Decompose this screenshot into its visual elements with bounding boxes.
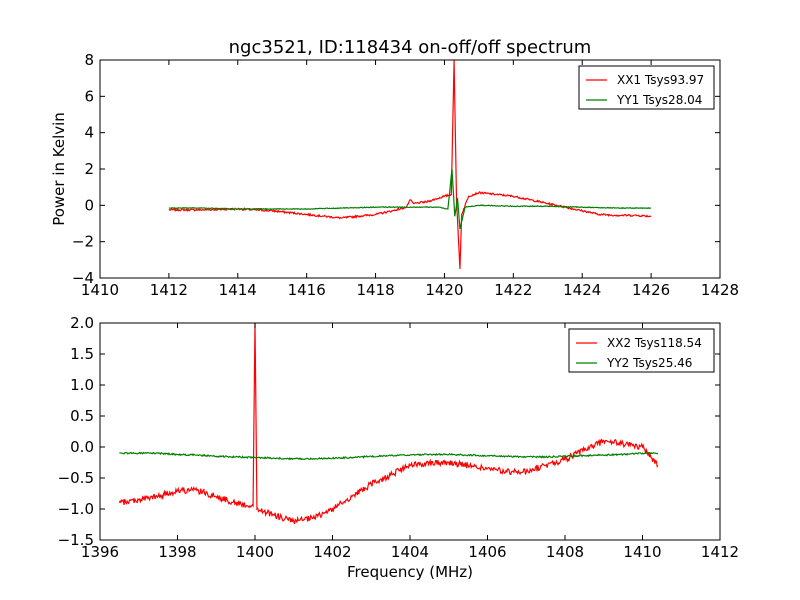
x-tick-label: 1398 — [158, 543, 196, 561]
y-tick-label: 0.0 — [70, 438, 94, 456]
y-tick-label: 1.5 — [70, 345, 94, 363]
series-line-xx2 — [118, 322, 659, 525]
y-tick-label: −2 — [72, 233, 94, 251]
x-tick-label: 1422 — [494, 281, 532, 299]
legend-entry-label: YY1 Tsys28.04 — [616, 93, 702, 107]
x-tick-label: 1412 — [701, 543, 739, 561]
legend: XX2 Tsys118.54 YY2 Tsys25.46 — [568, 328, 715, 373]
y-tick-label: 0 — [84, 196, 94, 214]
x-tick-label: 1418 — [356, 281, 394, 299]
x-tick-label: 1410 — [81, 281, 119, 299]
y-tick-label: 8 — [84, 51, 94, 69]
y-tick-label: −4 — [72, 269, 94, 287]
legend-box — [578, 65, 715, 110]
legend: XX1 Tsys93.97 YY1 Tsys28.04 — [578, 65, 715, 110]
y-tick-label: 2 — [84, 160, 94, 178]
y-tick-label: 6 — [84, 87, 94, 105]
legend-entry-label: XX1 Tsys93.97 — [617, 73, 704, 87]
legend-entry-label: XX2 Tsys118.54 — [607, 336, 702, 350]
x-tick-label: 1404 — [391, 543, 429, 561]
x-tick-label: 1424 — [563, 281, 601, 299]
x-tick-label: 1408 — [546, 543, 584, 561]
x-tick-label: 1416 — [288, 281, 326, 299]
bottom-x-axis-label: Frequency (MHz) — [347, 563, 473, 581]
series-line-yy1 — [168, 168, 652, 230]
top-y-axis-label: Power in Kelvin — [50, 112, 68, 226]
legend-entry-label: YY2 Tsys25.46 — [606, 356, 692, 370]
chart-title: ngc3521, ID:118434 on-off/off spectrum — [229, 37, 592, 58]
x-tick-label: 1410 — [623, 543, 661, 561]
series-line-yy2 — [119, 451, 659, 461]
x-tick-label: 1428 — [701, 281, 739, 299]
y-tick-label: −0.5 — [58, 469, 94, 487]
y-tick-label: −1.5 — [58, 531, 94, 549]
x-tick-label: 1406 — [468, 543, 506, 561]
x-tick-label: 1412 — [150, 281, 188, 299]
x-tick-label: 1400 — [236, 543, 274, 561]
y-tick-label: −1.0 — [58, 500, 94, 518]
y-tick-label: 4 — [84, 124, 94, 142]
y-tick-label: 2.0 — [70, 314, 94, 332]
x-tick-label: 1426 — [632, 281, 670, 299]
y-tick-label: 1.0 — [70, 376, 94, 394]
top-plot-panel: 1410 1412 1414 1416 1418 1420 1422 1424 1426 1428… — [72, 51, 739, 299]
y-tick-label: 0.5 — [70, 407, 94, 425]
x-tick-label: 1420 — [425, 281, 463, 299]
x-tick-label: 1414 — [219, 281, 257, 299]
x-tick-label: 1396 — [81, 543, 119, 561]
bottom-plot-panel: 1396 1398 1400 1402 1404 1406 1408 1410 1412 −1.5… — [58, 314, 740, 561]
x-tick-label: 1402 — [313, 543, 351, 561]
legend-box — [568, 328, 715, 373]
